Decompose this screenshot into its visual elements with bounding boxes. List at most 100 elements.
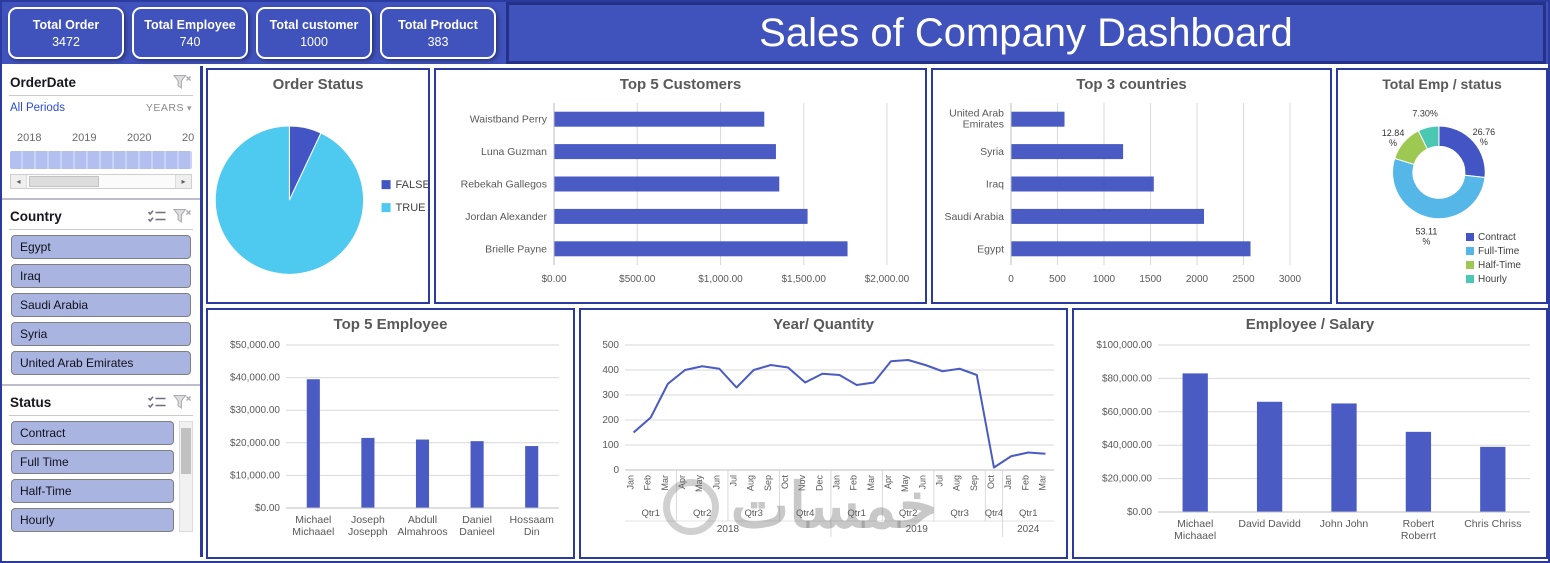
- country-slicer-header: Country: [9, 205, 193, 230]
- bar: [554, 144, 776, 160]
- country-items: Egypt Iraq Saudi Arabia Syria United Arab Em…: [9, 235, 193, 375]
- timeline-selection-bar[interactable]: [10, 151, 192, 169]
- status-item-hourly[interactable]: Hourly: [11, 508, 174, 532]
- svg-text:Sep: Sep: [969, 475, 979, 491]
- timeline-scrollbar-thumb[interactable]: [29, 176, 99, 187]
- bar: [525, 446, 539, 508]
- header: Total Order 3472 Total Employee 740 Total cu…: [2, 2, 1548, 64]
- bar: [415, 439, 430, 508]
- kpi-card: Total Order 3472: [8, 7, 124, 59]
- status-item-half-time[interactable]: Half-Time: [11, 479, 174, 503]
- country-item-egypt[interactable]: Egypt: [11, 235, 191, 259]
- country-item-saudi-arabia[interactable]: Saudi Arabia: [11, 293, 191, 317]
- svg-text:500: 500: [1049, 274, 1066, 285]
- svg-text:Apr: Apr: [677, 475, 687, 489]
- svg-text:100: 100: [602, 440, 619, 451]
- svg-text:Feb: Feb: [849, 475, 859, 491]
- svg-text:53.11%: 53.11%: [1415, 226, 1437, 246]
- svg-text:Egypt: Egypt: [977, 243, 1004, 255]
- bar: [1011, 144, 1124, 160]
- country-multi-select-icon[interactable]: [147, 209, 167, 223]
- svg-text:May: May: [900, 475, 910, 493]
- svg-text:Jul: Jul: [729, 475, 739, 487]
- timeline-granularity-value: YEARS: [145, 102, 184, 114]
- timeline-period-label[interactable]: All Periods: [10, 102, 65, 114]
- bar: [1011, 176, 1154, 192]
- svg-text:Syria: Syria: [980, 146, 1004, 158]
- svg-text:Qtr1: Qtr1: [641, 508, 659, 519]
- svg-text:3000: 3000: [1279, 274, 1302, 285]
- top3-countries-title: Top 3 countries: [1076, 76, 1187, 93]
- svg-text:Apr: Apr: [883, 475, 893, 489]
- orderdate-slicer: OrderDate All Periods YEARS ▾ 2018 2019 202…: [2, 66, 200, 200]
- status-scrollbar[interactable]: [179, 421, 193, 532]
- svg-text:$40,000.00: $40,000.00: [230, 373, 280, 384]
- country-item-iraq[interactable]: Iraq: [11, 264, 191, 288]
- top5-customers-title: Top 5 Customers: [619, 76, 742, 93]
- donut-segment-hourly: [1417, 125, 1440, 150]
- svg-text:Rebekah Gallegos: Rebekah Gallegos: [461, 179, 547, 191]
- svg-text:$10,000.00: $10,000.00: [230, 470, 280, 481]
- timeline-year-labels: 2018 2019 2020 20: [9, 132, 195, 150]
- status-item-contract[interactable]: Contract: [11, 421, 174, 445]
- kpi-label: Total Order: [32, 17, 100, 32]
- top5-employee-bar-chart: $0.00 $10,000.00 $20,000.00 $30,000.00 $40,0…: [230, 340, 559, 538]
- svg-text:$2,000.00: $2,000.00: [865, 274, 910, 285]
- timeline-granularity-dropdown[interactable]: YEARS ▾: [146, 102, 192, 114]
- svg-text:Feb: Feb: [643, 475, 653, 491]
- svg-text:$20,000.00: $20,000.00: [1102, 474, 1152, 485]
- svg-text:Qtr2: Qtr2: [693, 508, 711, 519]
- svg-text:Jul: Jul: [934, 475, 944, 487]
- top5-employee-panel: Top 5 Employee $0.00 $10,000.00 $20,000.00…: [206, 308, 575, 559]
- status-multi-select-icon[interactable]: [147, 395, 167, 409]
- employee-salary-bar-chart: $0.00 $20,000.00 $40,000.00 $60,000.00 $80,0…: [1096, 340, 1530, 542]
- status-item-full-time[interactable]: Full Time: [11, 450, 174, 474]
- svg-text:$80,000.00: $80,000.00: [1102, 373, 1152, 384]
- scroll-left-button[interactable]: ◂: [11, 175, 27, 188]
- svg-text:Saudi Arabia: Saudi Arabia: [944, 211, 1004, 223]
- svg-text:$30,000.00: $30,000.00: [230, 405, 280, 416]
- top3-countries-panel: Top 3 countries 0 500 1000 1500 2000 2500 3000…: [931, 68, 1332, 304]
- svg-text:2019: 2019: [906, 524, 929, 535]
- svg-text:$1,500.00: $1,500.00: [782, 274, 827, 285]
- svg-text:Sep: Sep: [763, 475, 773, 491]
- legend-swatch: [381, 180, 391, 190]
- svg-text:Feb: Feb: [1020, 475, 1030, 491]
- line-series: [632, 359, 1046, 469]
- svg-text:Qtr4: Qtr4: [985, 508, 1003, 519]
- legend-swatch: [381, 203, 391, 213]
- donut-segment-full-time: [1392, 157, 1486, 220]
- timeline-scrollbar-track[interactable]: [27, 175, 175, 188]
- scroll-right-button[interactable]: ▸: [175, 175, 191, 188]
- order-status-panel: Order Status FALSE TRUE: [206, 68, 430, 304]
- orderdate-clear-filter-icon[interactable]: [173, 74, 192, 90]
- country-clear-filter-icon[interactable]: [173, 208, 192, 224]
- kpi-card: Total Product 383: [380, 7, 496, 59]
- kpi-value: 740: [179, 34, 201, 49]
- svg-text:May: May: [694, 475, 704, 493]
- country-item-united-arab-emirates[interactable]: United Arab Emirates: [11, 351, 191, 375]
- svg-text:Jordan Alexander: Jordan Alexander: [465, 211, 547, 223]
- employee-salary-title: Employee / Salary: [1245, 316, 1375, 333]
- timeline-year-label: 20: [182, 132, 195, 144]
- status-scrollbar-thumb[interactable]: [181, 428, 191, 474]
- timeline-subheader: All Periods YEARS ▾: [9, 96, 193, 116]
- year-quantity-line-chart: 0 100 200 300 400 500 Jan Feb Mar Apr May Jun Jul Aug…: [602, 340, 1054, 537]
- status-clear-filter-icon[interactable]: [173, 394, 192, 410]
- svg-text:Mar: Mar: [1037, 475, 1047, 491]
- emp-status-donut-chart: 26.76 % 53.11 % 12.84 % 7.30% Contract Full-Time…: [1382, 109, 1522, 285]
- year-quantity-title: Year/ Quantity: [773, 316, 874, 333]
- bar: [1480, 446, 1506, 512]
- svg-text:$40,000.00: $40,000.00: [1102, 440, 1152, 451]
- svg-text:Waistband Perry: Waistband Perry: [470, 114, 548, 126]
- kpi-label: Total Product: [398, 17, 478, 32]
- timeline-scrollbar[interactable]: ◂ ▸: [10, 174, 192, 189]
- country-item-syria[interactable]: Syria: [11, 322, 191, 346]
- bar: [1331, 403, 1357, 512]
